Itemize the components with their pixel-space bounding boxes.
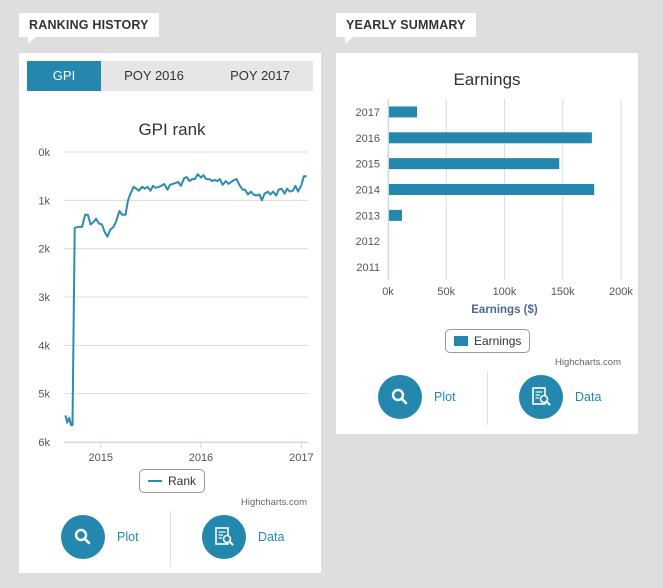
data-button[interactable]: Data [202,515,284,559]
yearly-summary-heading: YEARLY SUMMARY [336,13,476,44]
earnings-bar-2015 [389,158,560,170]
rank-series-line [64,173,307,427]
value-tick-label: 200k [609,286,633,298]
value-tick-label: 0k [382,286,394,298]
gpi-rank-chart: 0k 1k 2k 3k 4k 5k 6k 2015 2016 2017 [38,147,313,464]
value-axis-title: Earnings ($) [471,304,538,316]
rank-legend-symbol [148,480,162,482]
y-tick-label: 3k [38,292,50,304]
tab-poy-2016[interactable]: POY 2016 [124,68,184,83]
y-tick-label: 4k [38,340,50,352]
action-divider [487,371,488,425]
category-tick-label: 2017 [356,107,380,119]
category-tick-label: 2011 [356,262,380,274]
rank-legend[interactable]: Rank [139,469,206,493]
category-tick-label: 2016 [356,133,380,145]
search-icon [61,515,105,559]
tab-poy-2017[interactable]: POY 2017 [230,68,290,83]
data-button[interactable]: Data [519,375,601,419]
data-document-icon [519,375,563,419]
earnings-bar-2017 [389,106,418,118]
ranking-history-heading: RANKING HISTORY [19,13,159,44]
category-tick-label: 2013 [356,210,380,222]
data-button-label: Data [575,390,602,404]
value-tick-label: 100k [493,286,517,298]
earnings-legend-label: Earnings [474,334,522,348]
search-icon [378,375,422,419]
y-tick-label: 0k [38,147,50,159]
ranking-history-panel: GPI POY 2016 POY 2017 GPI rank 0k 1k 2k 3k 4… [19,53,321,573]
earnings-bar-2016 [389,132,592,144]
data-document-icon [202,515,246,559]
earnings-legend-symbol [454,336,468,346]
y-tick-label: 5k [38,389,50,401]
plot-button[interactable]: Plot [378,375,456,419]
value-tick-label: 150k [551,286,575,298]
highcharts-credit[interactable]: Highcharts.com [241,497,307,508]
y-tick-label: 2k [38,244,50,256]
data-button-label: Data [258,530,285,544]
gpi-chart-title: GPI rank [138,120,206,139]
x-tick-label: 2016 [189,452,213,464]
ranking-tabs: GPI POY 2016 POY 2017 [27,61,313,91]
x-tick-label: 2015 [89,452,113,464]
category-tick-label: 2014 [356,185,380,197]
earnings-bar-2013 [389,209,402,221]
category-tick-label: 2015 [356,159,380,171]
action-divider [170,511,171,567]
category-tick-label: 2012 [356,236,380,248]
plot-button-label: Plot [117,530,139,544]
plot-button[interactable]: Plot [61,515,139,559]
y-tick-label: 6k [38,437,50,449]
x-tick-label: 2017 [289,452,313,464]
earnings-legend[interactable]: Earnings [445,329,531,353]
yearly-summary-panel: Earnings 0k 50k 100k 150k 200k 2017 2016 2015 20… [336,53,638,434]
plot-button-label: Plot [434,390,456,404]
highcharts-credit[interactable]: Highcharts.com [555,357,621,368]
y-tick-label: 1k [38,195,50,207]
earnings-bar-2014 [389,184,595,195]
earnings-chart-title: Earnings [453,70,521,89]
rank-legend-label: Rank [168,474,197,488]
tab-gpi[interactable]: GPI [27,61,101,91]
value-tick-label: 50k [437,286,455,298]
earnings-chart: 0k 50k 100k 150k 200k 2017 2016 2015 2014 2013 201… [356,99,633,316]
